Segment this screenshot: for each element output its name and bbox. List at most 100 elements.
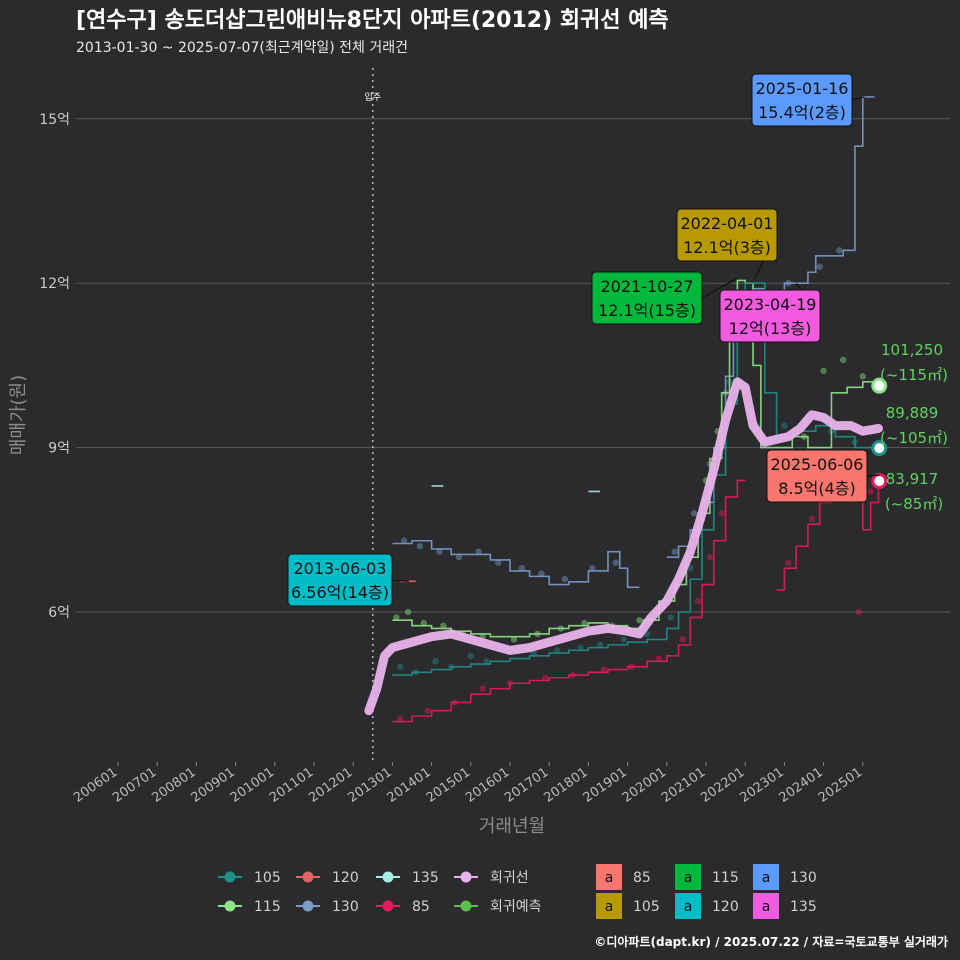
legend-box-label: 130 — [790, 870, 817, 886]
legend-box-key — [675, 864, 701, 890]
legend-box-glyph: a — [605, 899, 614, 915]
scatter-point-105 — [483, 658, 490, 665]
scatter-point-115 — [636, 617, 643, 624]
record-annotations: 2013-06-03 6.56억(14층) 2021-10-27 12.1억(15층)… — [287, 73, 880, 607]
credit-text: ©디아파트(dapt.kr) / 2025.07.22 / 자료=국토교통부 실… — [594, 934, 948, 949]
scatter-point-85 — [479, 685, 486, 692]
y-tick-label: 15억 — [39, 112, 70, 128]
scatter-point-85 — [679, 636, 686, 643]
legend-line-label: 회귀예측 — [490, 899, 542, 915]
scatter-point-130 — [416, 543, 424, 550]
scatter-point-115 — [840, 356, 847, 364]
legend-line-label: 120 — [332, 870, 359, 886]
move-in-label: 입주 — [365, 91, 382, 103]
scatter-point-115 — [581, 619, 588, 627]
legend-box-glyph: a — [762, 870, 771, 886]
scatter-point-105 — [620, 636, 627, 643]
prediction-markers: 101,250 (~115㎡) 89,889 (~105㎡) 83,917 (~85㎡) — [871, 341, 948, 513]
legend-box-key — [596, 864, 622, 890]
legend-dot-key — [460, 871, 472, 883]
annotation-date: 2025-01-16 — [756, 79, 849, 98]
scatter-point-85 — [785, 559, 792, 566]
annotation-box — [719, 289, 821, 343]
annotation-leader — [391, 579, 409, 582]
annotation-date: 2023-04-19 — [724, 295, 817, 314]
legend-box-label: 105 — [633, 899, 660, 915]
scatter-point-85 — [855, 608, 863, 616]
scatter-point-130 — [671, 548, 678, 555]
scatter-point-85 — [655, 655, 663, 662]
legend-line-label: 115 — [254, 899, 281, 915]
prediction-area: (~115㎡) — [880, 366, 948, 384]
annotation-box — [751, 73, 853, 127]
scatter-point-105 — [553, 647, 561, 654]
legend-dot-key — [302, 900, 314, 912]
scatter-point-115 — [393, 614, 400, 621]
legend-box-key — [596, 893, 622, 919]
annotation-leader — [866, 474, 880, 477]
scatter-point-130 — [436, 548, 443, 555]
scatter-point-85 — [600, 666, 608, 673]
legend-box-label: 135 — [790, 899, 817, 915]
scatter-point-115 — [404, 608, 412, 616]
scatter-point-115 — [510, 636, 518, 643]
y-axis-ticks: 6억 9억 12억 15억 — [39, 112, 70, 621]
scatter-point-85 — [706, 554, 714, 561]
annotation-date: 2025-06-06 — [771, 455, 864, 474]
annotation-date: 2021-10-27 — [601, 277, 694, 296]
annotation-value: 12.1억(3층) — [683, 238, 771, 257]
scatter-point-115 — [859, 373, 866, 380]
scatter-point-85 — [424, 707, 431, 714]
scatter-point-130 — [589, 564, 596, 572]
legend-dot-key — [224, 900, 236, 912]
legend-dot-key — [382, 871, 394, 883]
scatter-point-105 — [667, 614, 674, 621]
legend-dot-key — [224, 871, 236, 883]
regression-path — [364, 377, 883, 716]
legend-box-key — [753, 893, 779, 919]
annotation-value: 15.4억(2층) — [758, 103, 846, 122]
annotation-value: 12억(13층) — [729, 319, 812, 338]
legend-line-label: 회귀선 — [490, 870, 529, 886]
regression-line — [364, 377, 883, 716]
annotation-date: 2013-06-03 — [294, 559, 387, 578]
legend-dot-key — [302, 871, 314, 883]
scatter-point-105 — [596, 641, 604, 649]
prediction-area: (~105㎡) — [880, 429, 948, 447]
scatter-point-130 — [455, 554, 463, 561]
x-axis-label: 거래년월 — [479, 816, 545, 837]
scatter-point-115 — [820, 367, 827, 375]
scatter-point-105 — [397, 663, 404, 670]
annotation-box — [766, 449, 868, 503]
scatter-point-130 — [612, 559, 620, 566]
prediction-area: (~85㎡) — [885, 495, 943, 513]
chart-subtitle: 2013-01-30 ~ 2025-07-07(최근계약일) 전체 거래건 — [76, 40, 408, 56]
annotation-box — [287, 553, 393, 607]
scatter-point-130 — [816, 263, 823, 270]
scatter-point-105 — [467, 652, 474, 660]
y-tick-label: 6억 — [48, 605, 70, 621]
scatter-point-105 — [577, 644, 584, 651]
scatter-point-105 — [781, 422, 788, 429]
y-tick-label: 12억 — [39, 276, 70, 292]
legend-dot-key — [460, 900, 472, 912]
annotation-leader — [701, 277, 739, 299]
scatter-point-115 — [420, 619, 427, 627]
series-line-130 — [392, 539, 640, 589]
scatter-point-85 — [542, 674, 549, 681]
scatter-point-130 — [475, 548, 482, 555]
scatter-point-85 — [718, 510, 725, 517]
legend-box-key — [675, 893, 701, 919]
legend-box-label: 115 — [712, 870, 739, 886]
annotation-box — [676, 208, 778, 262]
annotation-box — [591, 271, 703, 325]
prediction-value: 101,250 — [881, 341, 943, 359]
prediction-marker — [871, 473, 888, 490]
scatter-point-115 — [440, 622, 447, 629]
annotation-value: 12.1억(15층) — [598, 301, 696, 320]
annotation-value: 6.56억(14층) — [291, 583, 389, 602]
prediction-marker — [871, 377, 888, 394]
legend-box-label: 85 — [633, 870, 651, 886]
prediction-marker — [871, 440, 888, 457]
